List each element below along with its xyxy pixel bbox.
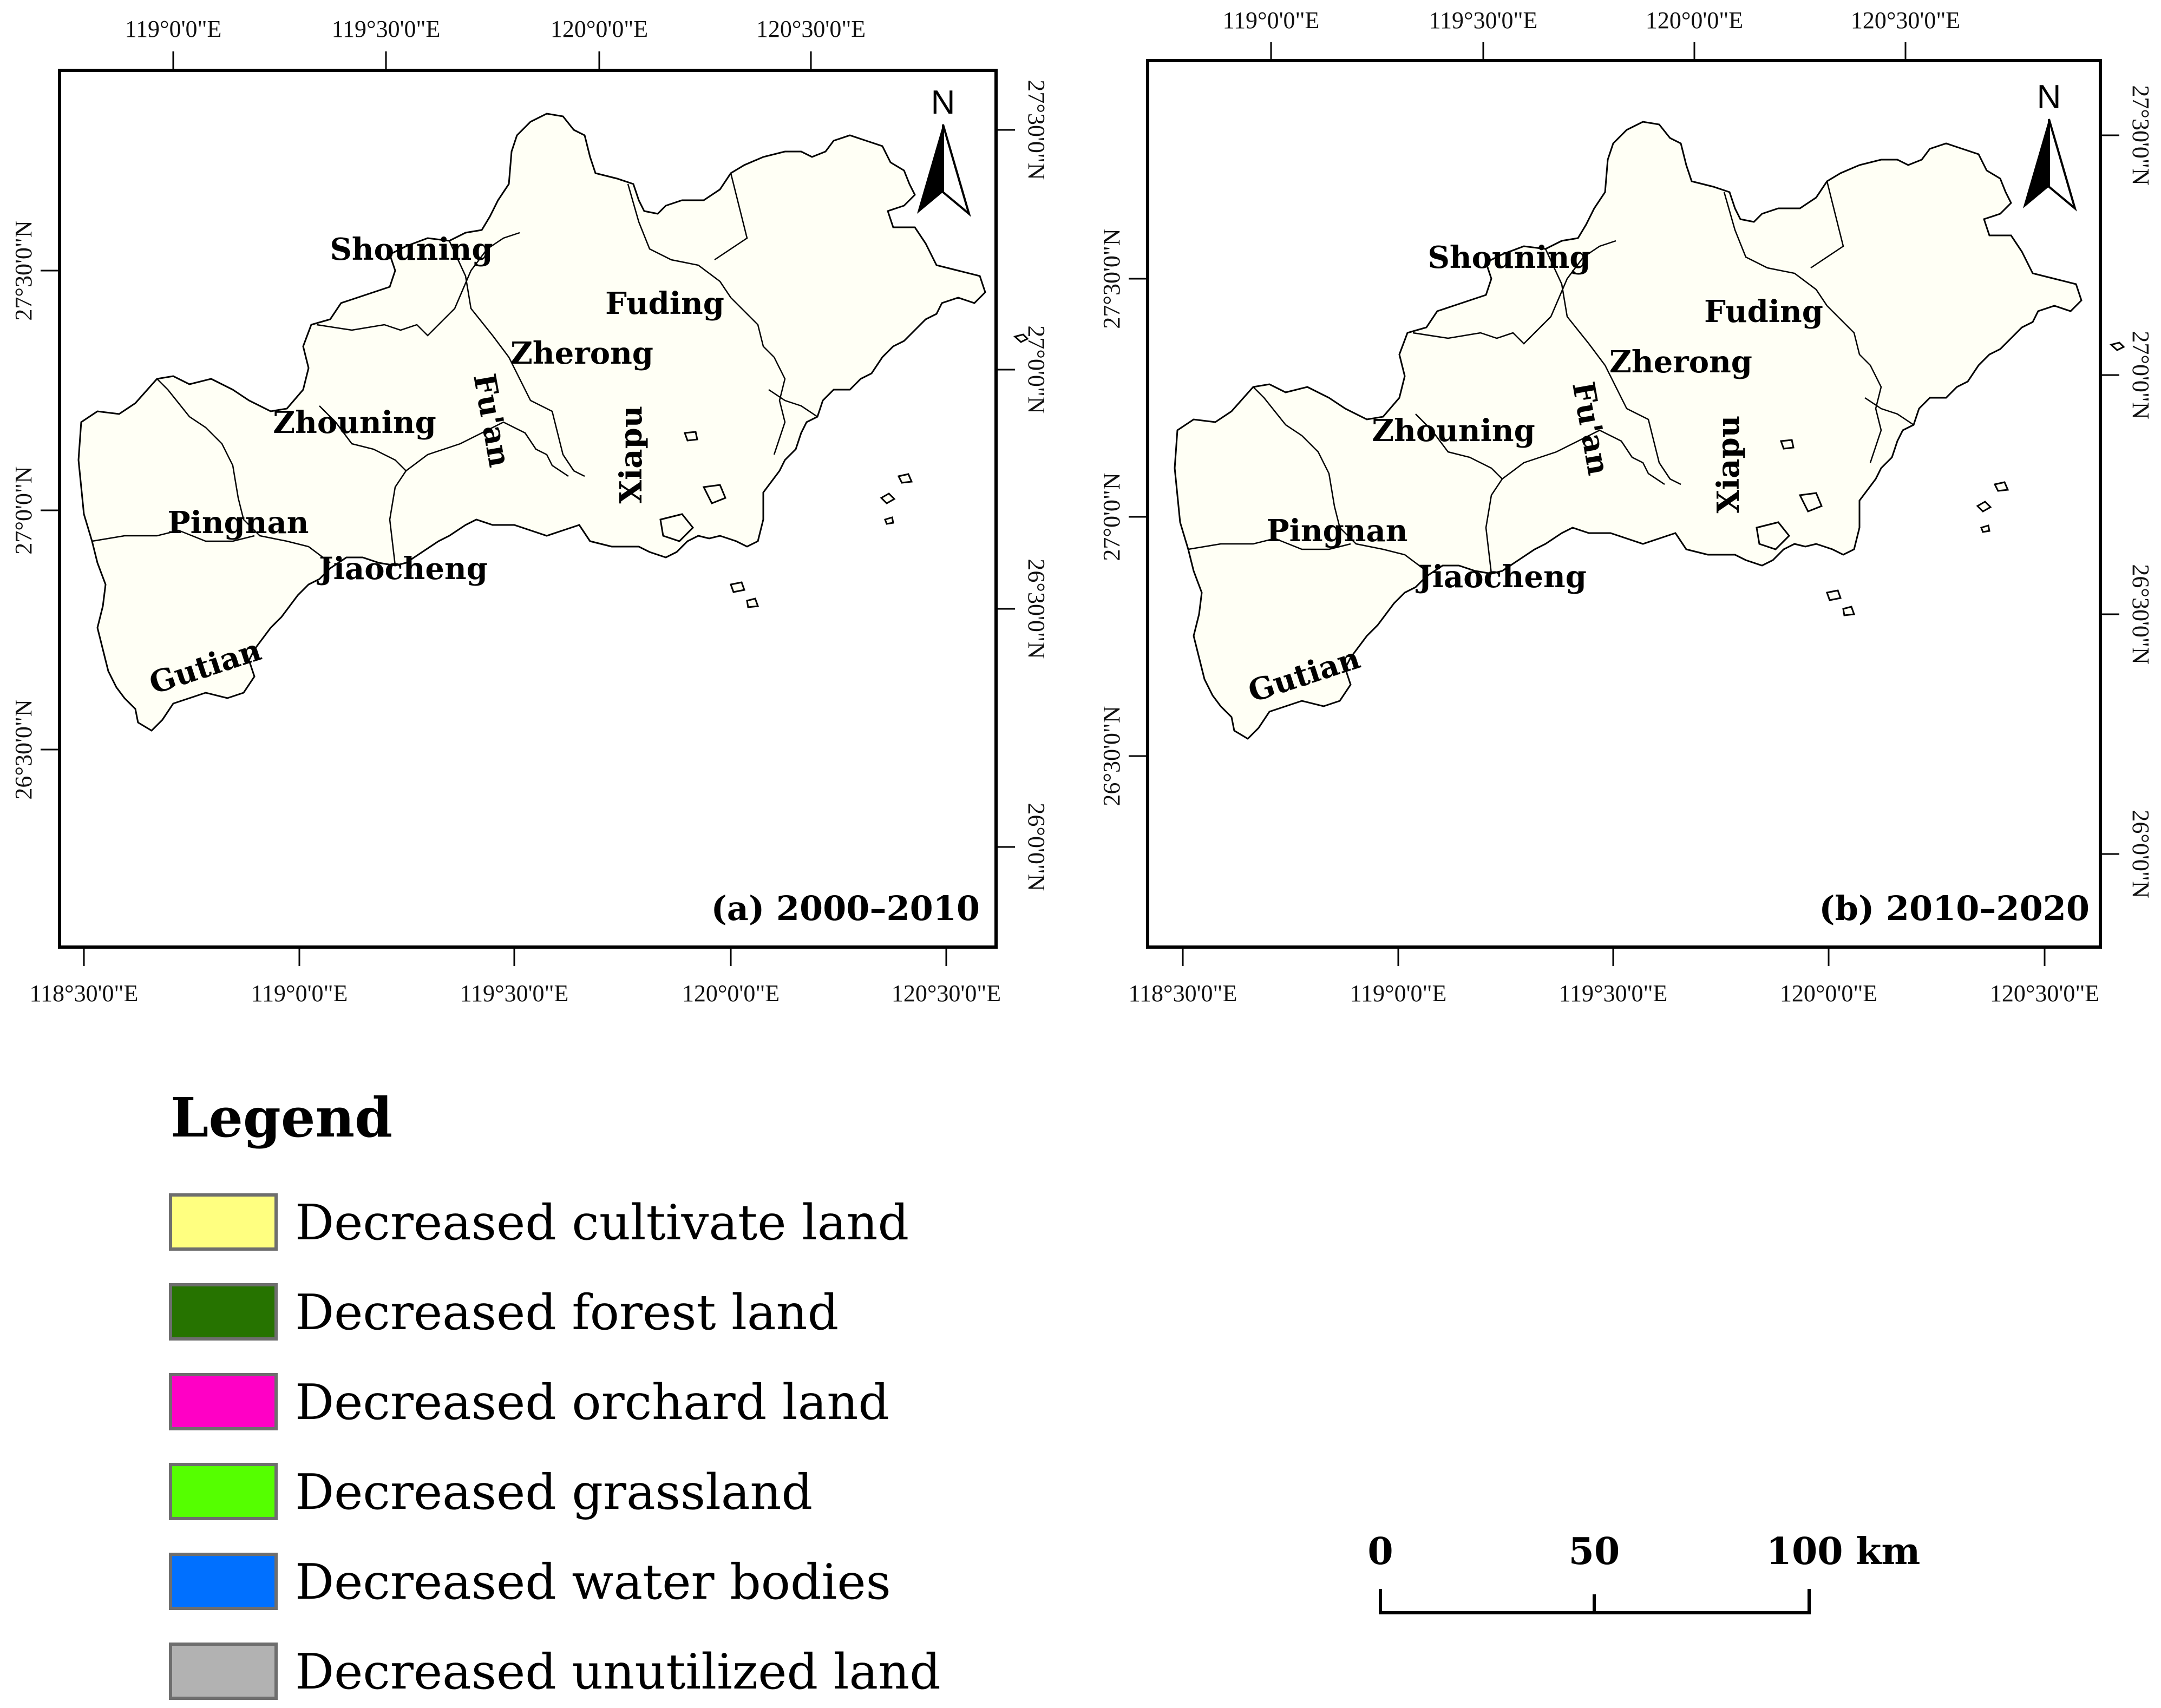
map-frame — [58, 69, 998, 949]
legend-item: Decreased orchard land — [169, 1373, 889, 1431]
map-panel-b: 119°0'0"E 119°30'0"E 120°0'0"E 120°30'0"… — [1098, 7, 2154, 1007]
left-tick-label: 27°0'0"N — [10, 466, 37, 554]
north-arrow-icon: N — [917, 84, 971, 217]
north-arrow-icon: N — [2023, 78, 2077, 212]
top-tick-label: 120°0'0"E — [1646, 7, 1743, 34]
right-tick-label: 26°0'0"N — [1023, 803, 1050, 891]
county-label: Fuding — [1704, 294, 1823, 330]
north-label: N — [931, 84, 955, 121]
legend-swatch — [169, 1373, 278, 1430]
legend-label: Decreased orchard land — [295, 1374, 889, 1431]
left-tick-label: 27°30'0"N — [1098, 228, 1125, 329]
scale-label: 50 — [1569, 1530, 1620, 1573]
bottom-tick-label: 120°0'0"E — [1780, 980, 1877, 1007]
bottom-tick-label: 118°30'0"E — [30, 980, 139, 1007]
legend: Legend Decreased cultivate land Decrease… — [169, 1086, 941, 1700]
right-tick-label: 26°0'0"N — [2127, 810, 2154, 898]
top-axis: 119°0'0"E 119°30'0"E 120°0'0"E 120°30'0"… — [125, 16, 866, 70]
bottom-tick-label: 119°30'0"E — [460, 980, 569, 1007]
legend-swatch — [169, 1193, 278, 1251]
bottom-tick-label: 118°30'0"E — [1129, 980, 1237, 1007]
legend-swatch — [169, 1553, 278, 1610]
top-axis: 119°0'0"E 119°30'0"E 120°0'0"E 120°30'0"… — [1223, 7, 1960, 61]
top-tick-label: 119°0'0"E — [1223, 7, 1320, 34]
legend-swatch — [169, 1643, 278, 1700]
top-tick-label: 120°30'0"E — [1851, 7, 1960, 34]
top-tick-label: 120°0'0"E — [551, 16, 648, 42]
north-label: N — [2037, 78, 2061, 116]
right-tick-label: 27°30'0"N — [1023, 80, 1050, 180]
county-labels: Shouning Fuding Zherong Zhouning Fu'an X… — [145, 232, 724, 701]
legend-swatch — [169, 1283, 278, 1341]
bottom-axis: 118°30'0"E 119°0'0"E 119°30'0"E 120°0'0"… — [1129, 947, 2099, 1007]
left-tick-label: 26°30'0"N — [1098, 706, 1125, 806]
county-label: Xiapu — [1711, 416, 1746, 514]
left-axis: 27°30'0"N 27°0'0"N 26°30'0"N — [1098, 228, 1148, 806]
top-tick-label: 119°30'0"E — [1429, 7, 1538, 34]
study-area-map — [1174, 121, 2125, 740]
legend-label: Decreased cultivate land — [295, 1194, 909, 1251]
right-tick-label: 27°0'0"N — [1023, 325, 1050, 413]
bottom-tick-label: 119°0'0"E — [1350, 980, 1447, 1007]
map-panel-a: 119°0'0"E 119°30'0"E 120°0'0"E 120°30'0"… — [10, 16, 1050, 1007]
bottom-tick-label: 120°30'0"E — [1990, 980, 2099, 1007]
top-tick-label: 120°30'0"E — [756, 16, 866, 42]
bottom-tick-label: 120°0'0"E — [682, 980, 780, 1007]
right-tick-label: 26°30'0"N — [1023, 559, 1050, 659]
right-axis: 27°30'0"N 27°0'0"N 26°30'0"N 26°0'0"N — [2100, 85, 2154, 898]
scale-label: 100 km — [1766, 1530, 1921, 1573]
legend-label: Decreased water bodies — [295, 1554, 891, 1611]
top-tick-label: 119°30'0"E — [332, 16, 441, 42]
bottom-axis: 118°30'0"E 119°0'0"E 119°30'0"E 120°0'0"… — [30, 947, 1001, 1007]
scale-bar: 0 50 100 km — [1367, 1530, 1920, 1614]
county-label: Zherong — [1609, 344, 1752, 380]
bottom-tick-label: 119°30'0"E — [1559, 980, 1668, 1007]
legend-label: Decreased grassland — [295, 1464, 813, 1521]
panel-label: (a) 2000–2010 — [711, 889, 980, 928]
legend-title: Legend — [171, 1086, 392, 1149]
left-tick-label: 27°30'0"N — [10, 220, 37, 320]
legend-item: Decreased grassland — [169, 1463, 813, 1521]
county-label: Fuding — [605, 286, 724, 321]
county-label: Zhouning — [1372, 413, 1535, 449]
legend-label: Decreased forest land — [295, 1284, 839, 1341]
legend-item: Decreased cultivate land — [169, 1193, 909, 1251]
left-tick-label: 26°30'0"N — [10, 699, 37, 799]
scale-label: 0 — [1367, 1530, 1393, 1573]
right-axis: 27°30'0"N 27°0'0"N 26°30'0"N 26°0'0"N — [996, 80, 1050, 891]
top-tick-label: 119°0'0"E — [125, 16, 222, 42]
legend-item: Decreased forest land — [169, 1283, 839, 1341]
county-label: Jiaocheng — [1415, 559, 1587, 595]
county-label: Jiaocheng — [316, 551, 488, 587]
county-label: Pingnan — [168, 505, 309, 541]
left-axis: 27°30'0"N 27°0'0"N 26°30'0"N — [10, 220, 60, 800]
legend-label: Decreased unutilized land — [295, 1644, 941, 1700]
right-tick-label: 26°30'0"N — [2127, 564, 2154, 664]
left-tick-label: 27°0'0"N — [1098, 472, 1125, 561]
county-label: Xiapu — [613, 406, 649, 504]
right-tick-label: 27°30'0"N — [2127, 85, 2154, 185]
bottom-tick-label: 119°0'0"E — [251, 980, 348, 1007]
county-label: Pingnan — [1267, 513, 1408, 549]
study-area-map — [77, 113, 1029, 732]
bottom-tick-label: 120°30'0"E — [892, 980, 1001, 1007]
county-label: Shouning — [1427, 240, 1590, 275]
county-label: Zherong — [510, 336, 653, 371]
county-label: Shouning — [330, 232, 493, 267]
legend-item: Decreased unutilized land — [169, 1643, 941, 1700]
right-tick-label: 27°0'0"N — [2127, 331, 2154, 419]
panel-label: (b) 2010–2020 — [1819, 889, 2090, 928]
county-label: Zhouning — [273, 405, 436, 441]
legend-item: Decreased water bodies — [169, 1553, 891, 1611]
map-frame — [1146, 59, 2102, 949]
legend-swatch — [169, 1463, 278, 1520]
